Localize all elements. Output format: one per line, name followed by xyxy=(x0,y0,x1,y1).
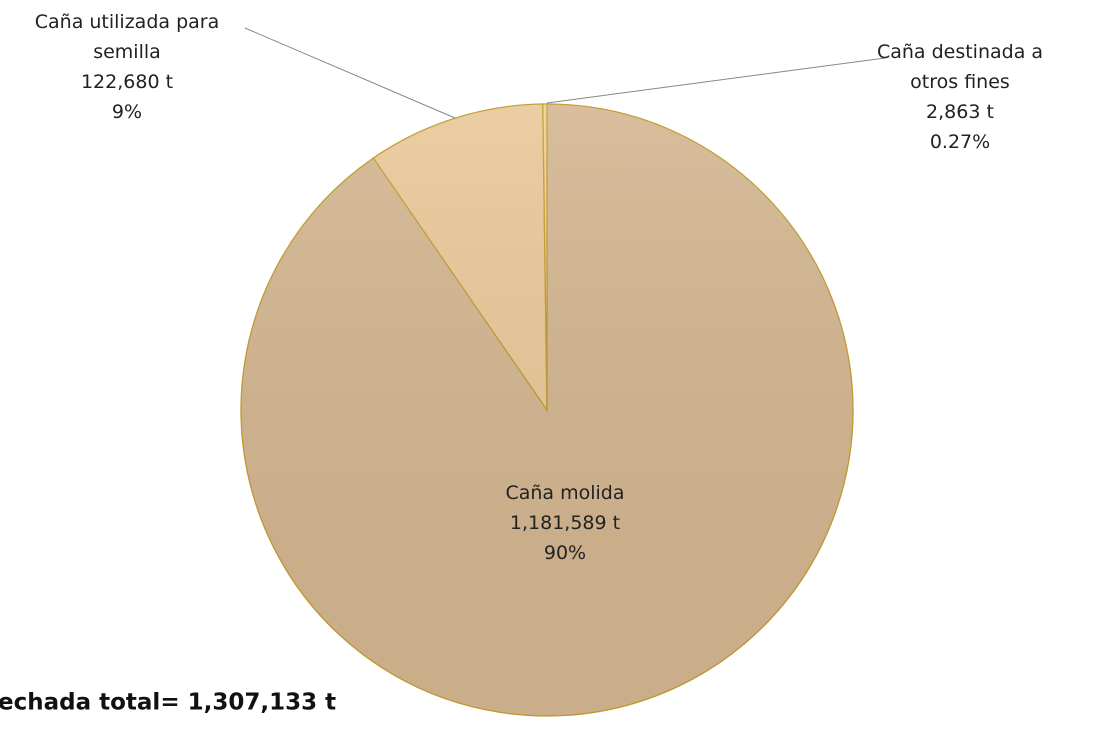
value-label: 1,181,589 t xyxy=(510,512,620,534)
category-label: Caña utilizada para xyxy=(35,11,219,33)
value-label: 122,680 t xyxy=(81,71,173,93)
percent-label: 0.27% xyxy=(930,131,990,153)
percent-label: 90% xyxy=(544,542,586,564)
slice-label: Caña destinada a otros fines 2,863 t 0.27% xyxy=(877,41,1043,153)
category-label-cont: otros fines xyxy=(910,71,1010,93)
slice-label: Caña utilizada para semilla 122,680 t 9% xyxy=(35,11,219,123)
category-label-cont: semilla xyxy=(93,41,161,63)
value-label: 2,863 t xyxy=(926,101,994,123)
leader-line xyxy=(244,27,456,119)
percent-label: 9% xyxy=(112,101,142,123)
category-label: Caña destinada a xyxy=(877,41,1043,63)
slice-label: Caña molida 1,181,589 t 90% xyxy=(505,482,624,564)
total-annotation: echada total= 1,307,133 t xyxy=(0,690,336,716)
category-label: Caña molida xyxy=(505,482,624,504)
leader-line xyxy=(546,57,886,104)
